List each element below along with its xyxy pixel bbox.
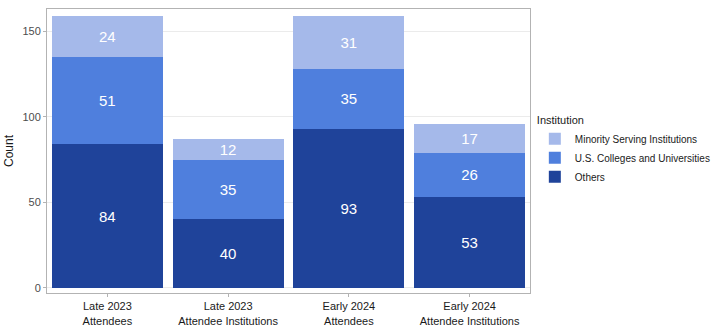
- svg-text:35: 35: [220, 181, 237, 198]
- svg-text:Institution: Institution: [537, 114, 584, 126]
- svg-text:Early 2024Attendee Institution: Early 2024Attendee Institutions: [420, 300, 520, 326]
- svg-text:84: 84: [99, 208, 116, 225]
- svg-text:Others: Others: [575, 172, 605, 183]
- svg-text:U.S. Colleges and Universities: U.S. Colleges and Universities: [575, 153, 710, 164]
- svg-text:50: 50: [29, 196, 41, 208]
- svg-text:12: 12: [220, 141, 237, 158]
- svg-text:Early 2024Attendees: Early 2024Attendees: [323, 300, 376, 326]
- svg-text:51: 51: [99, 92, 116, 109]
- svg-text:26: 26: [461, 166, 478, 183]
- svg-text:53: 53: [461, 234, 478, 251]
- svg-text:Minority Serving Institutions: Minority Serving Institutions: [575, 134, 697, 145]
- svg-text:100: 100: [22, 111, 40, 123]
- svg-text:24: 24: [99, 28, 116, 45]
- svg-text:Count: Count: [2, 134, 16, 167]
- svg-text:40: 40: [220, 245, 237, 262]
- svg-text:93: 93: [341, 200, 358, 217]
- svg-text:150: 150: [22, 25, 40, 37]
- svg-text:17: 17: [461, 130, 478, 147]
- svg-text:0: 0: [35, 282, 41, 294]
- svg-text:Late 2023Attendees: Late 2023Attendees: [83, 300, 133, 326]
- svg-text:Late 2023Attendee Institutions: Late 2023Attendee Institutions: [178, 300, 278, 326]
- svg-text:31: 31: [341, 34, 358, 51]
- svg-text:35: 35: [341, 90, 358, 107]
